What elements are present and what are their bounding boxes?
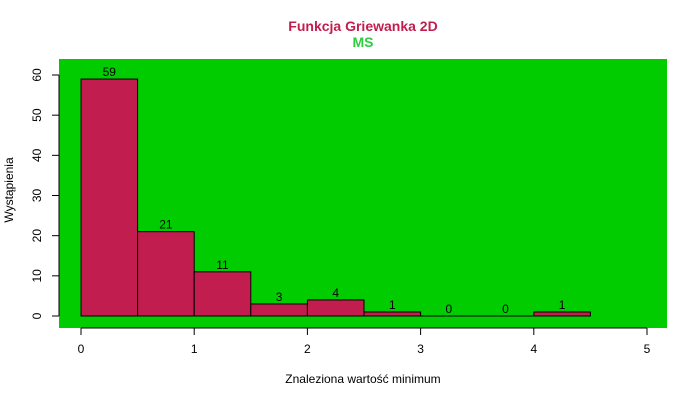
bar-value-label: 0 [502,302,509,316]
y-tick-label: 60 [30,68,44,82]
histogram-bar [193,271,252,317]
bar-value-label: 4 [332,286,339,300]
y-axis: 0 10 20 30 40 50 60 [30,68,60,319]
bar-value-label: 1 [389,298,396,312]
chart-title: Funkcja Griewanka 2D [288,18,437,34]
x-axis-title: Znaleziona wartość minimum [285,372,440,386]
x-tick-label: 2 [304,342,311,356]
x-tick-label: 5 [644,342,651,356]
histogram-bar [250,303,308,317]
bar-value-label: 0 [446,302,453,316]
bar-value-label: 1 [559,298,566,312]
histogram-bar [533,311,591,317]
x-axis: 0 1 2 3 4 5 [78,327,651,356]
histogram-bar [80,78,139,317]
y-tick-label: 30 [30,189,44,203]
y-tick-label: 50 [30,108,44,122]
histogram-bar [363,311,422,317]
x-tick-label: 4 [530,342,537,356]
x-tick-label: 3 [417,342,424,356]
y-axis-title: Wystąpienia [2,157,16,223]
bar-value-label: 21 [159,218,173,232]
y-tick-label: 40 [30,148,44,162]
histogram-bar [306,299,365,317]
bars-layer [80,78,591,317]
y-tick-label: 20 [30,229,44,243]
histogram-bar [137,231,195,317]
y-tick-label: 0 [30,312,44,319]
bar-value-label: 3 [276,290,283,304]
x-tick-label: 1 [191,342,198,356]
y-tick-label: 10 [30,269,44,283]
bar-value-label: 11 [216,258,229,272]
x-tick-label: 0 [78,342,85,356]
chart-subtitle: MS [353,34,374,50]
bar-value-label: 59 [103,65,117,79]
bar-labels-layer: 59 21 11 3 4 1 0 0 1 [103,65,566,316]
